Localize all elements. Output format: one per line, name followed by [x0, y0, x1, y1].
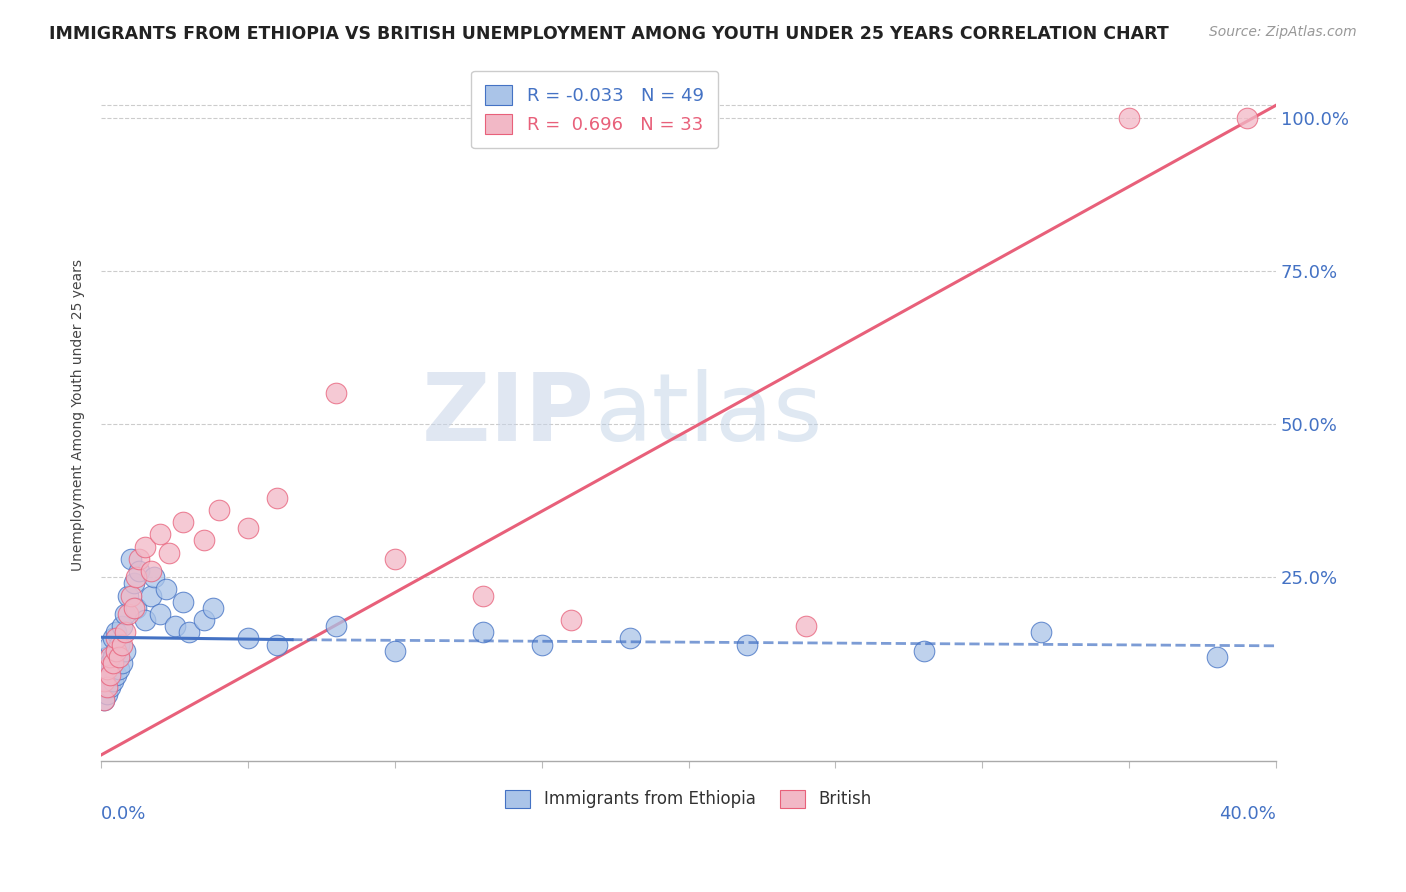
Point — [128, 551, 150, 566]
Point — [104, 625, 127, 640]
Point — [114, 607, 136, 621]
Point — [104, 644, 127, 658]
Point — [266, 491, 288, 505]
Text: Source: ZipAtlas.com: Source: ZipAtlas.com — [1209, 25, 1357, 39]
Point — [1118, 111, 1140, 125]
Point — [117, 607, 139, 621]
Point — [1236, 111, 1258, 125]
Point — [172, 595, 194, 609]
Point — [149, 527, 172, 541]
Point — [530, 638, 553, 652]
Legend: Immigrants from Ethiopia, British: Immigrants from Ethiopia, British — [499, 783, 879, 815]
Point — [120, 589, 142, 603]
Point — [155, 582, 177, 597]
Point — [128, 564, 150, 578]
Point — [98, 649, 121, 664]
Point — [172, 515, 194, 529]
Point — [108, 662, 131, 676]
Point — [108, 638, 131, 652]
Point — [149, 607, 172, 621]
Point — [122, 576, 145, 591]
Point — [325, 619, 347, 633]
Point — [193, 533, 215, 548]
Point — [111, 638, 134, 652]
Point — [104, 644, 127, 658]
Point — [114, 644, 136, 658]
Point — [619, 632, 641, 646]
Point — [93, 662, 115, 676]
Point — [108, 649, 131, 664]
Point — [157, 546, 180, 560]
Point — [96, 662, 118, 676]
Point — [96, 662, 118, 676]
Point — [104, 668, 127, 682]
Text: 0.0%: 0.0% — [101, 805, 146, 823]
Point — [96, 649, 118, 664]
Point — [139, 564, 162, 578]
Point — [384, 644, 406, 658]
Point — [134, 613, 156, 627]
Text: atlas: atlas — [595, 368, 823, 461]
Point — [143, 570, 166, 584]
Point — [117, 589, 139, 603]
Point — [104, 632, 127, 646]
Point — [93, 692, 115, 706]
Point — [737, 638, 759, 652]
Point — [98, 681, 121, 695]
Point — [122, 600, 145, 615]
Point — [139, 589, 162, 603]
Point — [1029, 625, 1052, 640]
Point — [111, 656, 134, 670]
Point — [134, 540, 156, 554]
Point — [101, 674, 124, 689]
Point — [325, 386, 347, 401]
Point — [179, 625, 201, 640]
Point — [201, 600, 224, 615]
Y-axis label: Unemployment Among Youth under 25 years: Unemployment Among Youth under 25 years — [72, 259, 86, 571]
Point — [208, 502, 231, 516]
Point — [794, 619, 817, 633]
Point — [236, 632, 259, 646]
Point — [101, 649, 124, 664]
Point — [125, 600, 148, 615]
Point — [384, 551, 406, 566]
Point — [96, 674, 118, 689]
Point — [472, 589, 495, 603]
Point — [193, 613, 215, 627]
Point — [98, 638, 121, 652]
Point — [96, 681, 118, 695]
Point — [93, 681, 115, 695]
Point — [125, 570, 148, 584]
Text: ZIP: ZIP — [422, 368, 595, 461]
Point — [472, 625, 495, 640]
Point — [98, 656, 121, 670]
Text: 40.0%: 40.0% — [1219, 805, 1277, 823]
Text: IMMIGRANTS FROM ETHIOPIA VS BRITISH UNEMPLOYMENT AMONG YOUTH UNDER 25 YEARS CORR: IMMIGRANTS FROM ETHIOPIA VS BRITISH UNEM… — [49, 25, 1168, 43]
Point — [114, 625, 136, 640]
Point — [101, 656, 124, 670]
Point — [93, 674, 115, 689]
Point — [912, 644, 935, 658]
Point — [93, 692, 115, 706]
Point — [98, 668, 121, 682]
Point — [266, 638, 288, 652]
Point — [560, 613, 582, 627]
Point — [163, 619, 186, 633]
Point — [120, 551, 142, 566]
Point — [101, 632, 124, 646]
Point — [98, 668, 121, 682]
Point — [111, 619, 134, 633]
Point — [96, 687, 118, 701]
Point — [236, 521, 259, 535]
Point — [1206, 649, 1229, 664]
